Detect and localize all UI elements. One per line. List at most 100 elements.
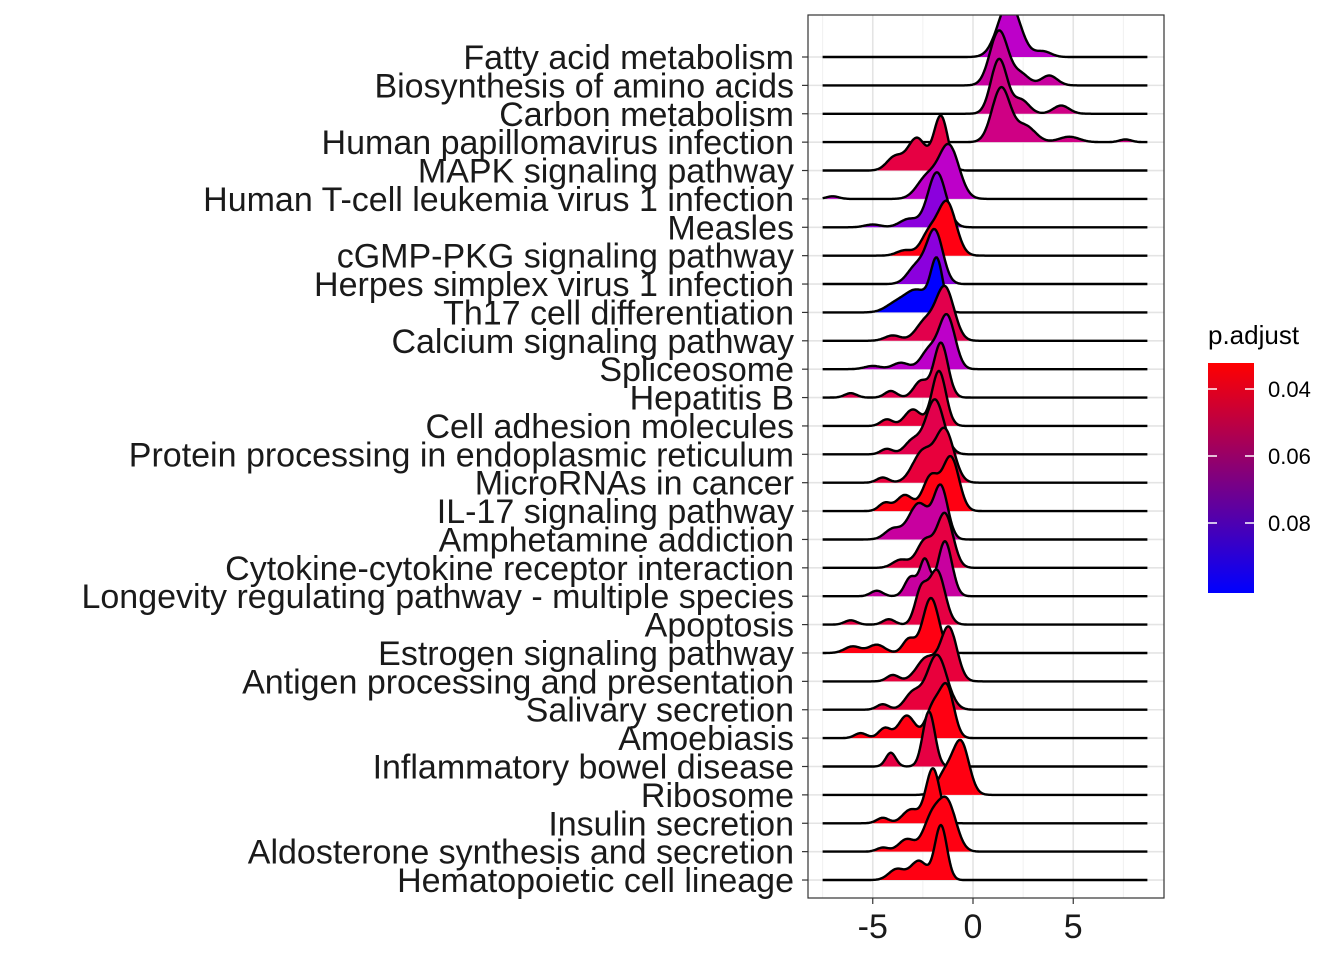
y-tick-label: Amphetamine addiction xyxy=(439,521,794,559)
ridge-fill xyxy=(837,598,953,653)
y-tick-label: IL-17 signaling pathway xyxy=(437,493,794,531)
y-tick-label: Inflammatory bowel disease xyxy=(373,749,794,787)
ridge-fill xyxy=(925,739,983,795)
ridge-fill xyxy=(879,711,945,767)
y-tick-label: Salivary secretion xyxy=(526,692,794,730)
x-tick-label: 5 xyxy=(1064,908,1083,946)
ridge-outline xyxy=(822,625,1148,683)
ridge-il-17-signaling-pathway xyxy=(822,454,1148,513)
y-tick-label: Antigen processing and presentation xyxy=(242,663,794,701)
y-tick-label: Human papillomavirus infection xyxy=(322,124,794,162)
ridge-outline xyxy=(822,795,1148,853)
y-tick-label: Protein processing in endoplasmic reticu… xyxy=(129,436,794,474)
ridge-outline xyxy=(822,85,1148,144)
legend-tick-label: 0.06 xyxy=(1268,444,1311,469)
ridge-antigen-processing-and-presentation xyxy=(822,625,1148,683)
ridge-outline xyxy=(822,57,1148,115)
ridge-outline xyxy=(822,540,1148,598)
ridge-fill xyxy=(841,342,960,398)
ridge-fill xyxy=(850,683,966,739)
ridge-fill xyxy=(879,825,957,880)
y-tick-label: Insulin secretion xyxy=(548,805,794,843)
ridge-outline xyxy=(822,369,1148,428)
ridge-fill xyxy=(890,200,972,256)
y-tick-label: Spliceosome xyxy=(599,351,794,389)
ridge-outline xyxy=(822,596,1148,655)
y-tick-label: Hematopoietic cell lineage xyxy=(397,862,794,900)
ridge-outline xyxy=(822,256,1148,314)
plot-panel xyxy=(808,15,1164,898)
y-tick-label: Apoptosis xyxy=(645,607,794,645)
y-tick-label: Amoebiasis xyxy=(618,720,794,758)
ridges xyxy=(822,15,1148,882)
ridge-outline xyxy=(822,767,1148,825)
ridge-fill xyxy=(873,456,973,512)
ridge-outline xyxy=(822,15,1148,59)
x-axis: -5 0 5 xyxy=(858,898,1083,946)
ridge-amoebiasis xyxy=(822,681,1148,740)
y-tick-label: Calcium signaling pathway xyxy=(391,323,794,361)
ridge-outline xyxy=(822,426,1148,484)
ridge-outline xyxy=(822,568,1148,626)
legend-tick-label: 0.04 xyxy=(1268,377,1311,402)
legend: p.adjust 0.04 0.06 0.08 xyxy=(1208,320,1311,593)
y-tick-label: Herpes simplex virus 1 infection xyxy=(314,266,794,304)
ridge-fill xyxy=(976,87,1134,143)
ridge-hepatitis-b xyxy=(822,341,1148,399)
y-tick-label: Human T-cell leukemia virus 1 infection xyxy=(203,181,794,219)
ridge-fill xyxy=(881,626,971,682)
ridge-ribosome xyxy=(822,738,1148,797)
legend-colorbar xyxy=(1208,363,1254,593)
ridge-fill xyxy=(873,796,971,852)
ridge-cgmp-pkg-signaling-pathway xyxy=(822,199,1148,257)
y-tick-label: Biosynthesis of amino acids xyxy=(374,67,794,105)
ridge-outline xyxy=(822,313,1148,371)
ridge-outline xyxy=(822,681,1148,740)
ridge-outline xyxy=(822,511,1148,569)
ridge-outline xyxy=(822,738,1148,797)
ridge-outline xyxy=(822,227,1148,286)
ridge-outline xyxy=(822,454,1148,513)
ridge-estrogen-signaling-pathway xyxy=(822,596,1148,655)
y-tick-label: MicroRNAs in cancer xyxy=(475,465,794,503)
ridge-fill xyxy=(875,257,953,313)
ridge-outline xyxy=(822,341,1148,399)
ridge-outline xyxy=(822,823,1148,882)
ridge-outline xyxy=(822,29,1148,87)
plot-border xyxy=(807,14,1165,899)
ridge-inflammatory-bowel-disease xyxy=(822,710,1148,768)
ridge-th17-cell-differentiation xyxy=(822,256,1148,314)
legend-tick-label: 0.08 xyxy=(1268,511,1311,536)
ridge-outline xyxy=(822,284,1148,342)
ridge-outline xyxy=(822,483,1148,541)
y-tick-label: MAPK signaling pathway xyxy=(418,153,794,191)
ridge-aldosterone-synthesis-and-secretion xyxy=(822,795,1148,853)
y-tick-label: Hepatitis B xyxy=(630,380,794,418)
y-tick-label: Aldosterone synthesis and secretion xyxy=(248,834,794,872)
ridge-hematopoietic-cell-lineage xyxy=(822,823,1148,882)
y-tick-label: Th17 cell differentiation xyxy=(443,294,794,332)
x-tick-label: -5 xyxy=(858,908,888,946)
y-tick-label: Ribosome xyxy=(641,777,794,815)
y-tick-label: Cell adhesion molecules xyxy=(425,408,794,446)
ridge-outline xyxy=(822,398,1148,456)
x-tick-label: 0 xyxy=(964,908,983,946)
ridge-outline xyxy=(822,199,1148,257)
ridge-outline xyxy=(822,114,1148,172)
legend-ticks: 0.04 0.06 0.08 xyxy=(1208,377,1311,536)
ridge-outline xyxy=(822,142,1148,201)
ridge-outline xyxy=(822,171,1148,229)
y-tick-label: Longevity regulating pathway - multiple … xyxy=(81,578,794,616)
ridge-outline xyxy=(822,710,1148,768)
legend-title: p.adjust xyxy=(1208,320,1300,350)
y-tick-label: cGMP-PKG signaling pathway xyxy=(337,238,794,276)
y-tick-label: Measles xyxy=(667,209,794,247)
ridge-human-papillomavirus-infection xyxy=(822,85,1148,144)
y-tick-label: Carbon metabolism xyxy=(499,96,794,134)
y-tick-label: Fatty acid metabolism xyxy=(463,39,794,77)
y-tick-label: Estrogen signaling pathway xyxy=(378,635,794,673)
ridge-outline xyxy=(822,653,1148,711)
